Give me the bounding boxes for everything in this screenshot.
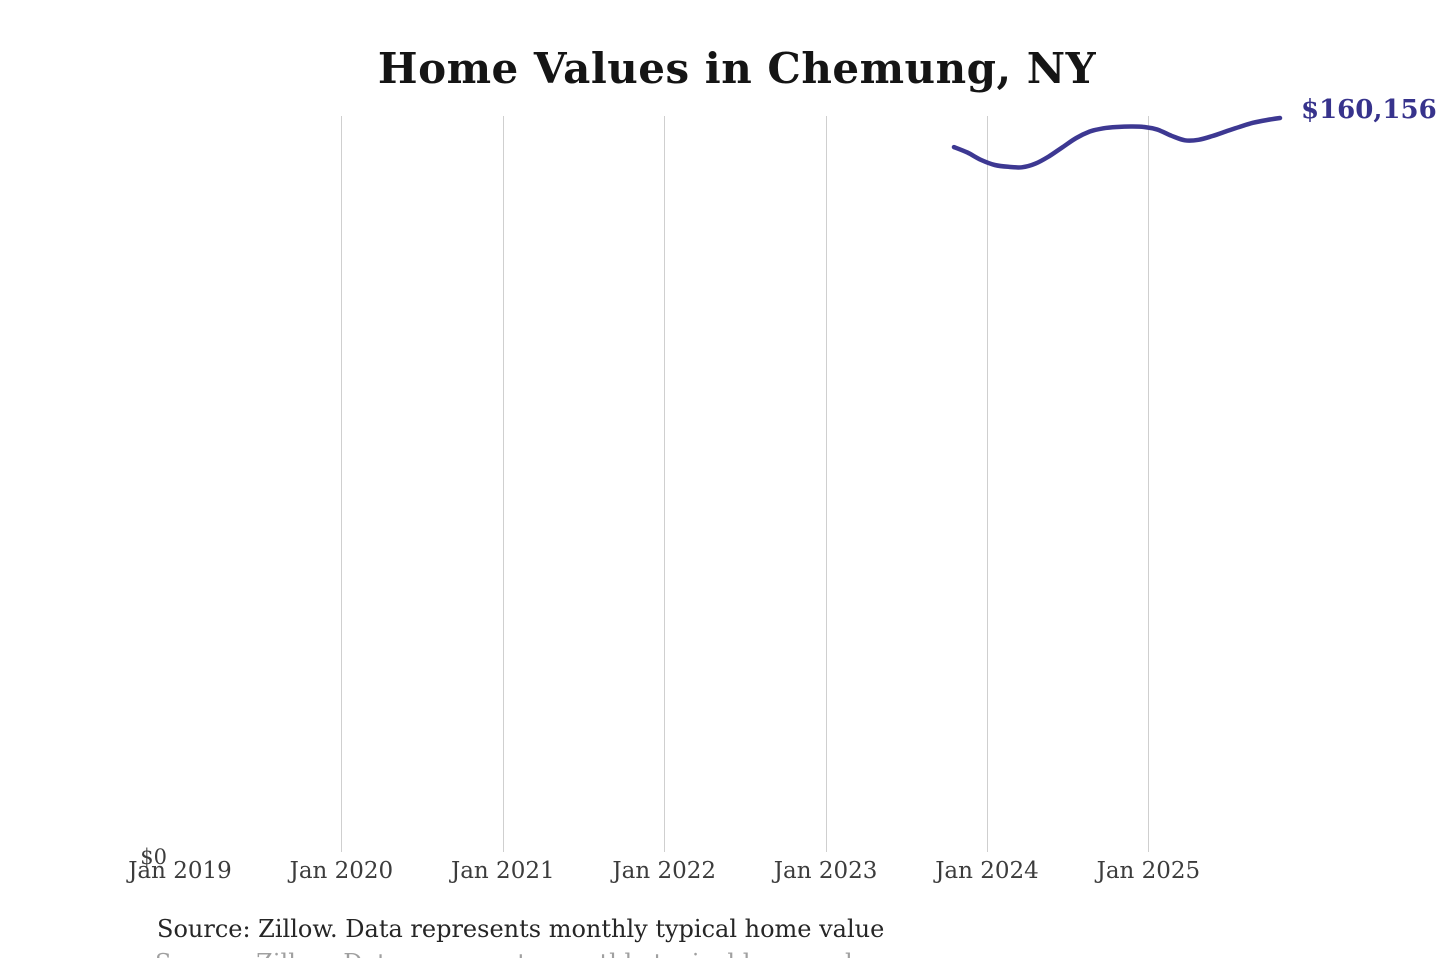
y-axis-zero-label: $0 [140,845,167,869]
x-axis-label: Jan 2024 [935,858,1039,884]
x-axis-label: Jan 2023 [773,858,878,884]
x-axis-label: Jan 2020 [289,858,394,884]
x-axis-label: Jan 2019 [128,858,232,884]
x-axis-label: Jan 2021 [451,858,555,884]
cutoff-text-line: Source: Zillow. Data represents monthly … [155,951,900,958]
cutoff-text-remnant: Source: Zillow. Data represents monthly … [155,951,900,958]
gridline [825,116,827,852]
gridline [502,116,504,852]
x-axis-label: Jan 2022 [612,858,716,884]
x-axis-label: Jan 2025 [1096,858,1201,884]
gridline [341,116,343,852]
chart-title: Home Values in Chemung, NY [377,44,1097,93]
home-value-line [951,115,1283,170]
end-value-label: $160,156 [1301,95,1437,125]
gridline [987,116,988,852]
source-caption: Source: Zillow. Data represents monthly … [157,915,885,943]
gridline [664,116,666,852]
gridline [1148,116,1150,852]
